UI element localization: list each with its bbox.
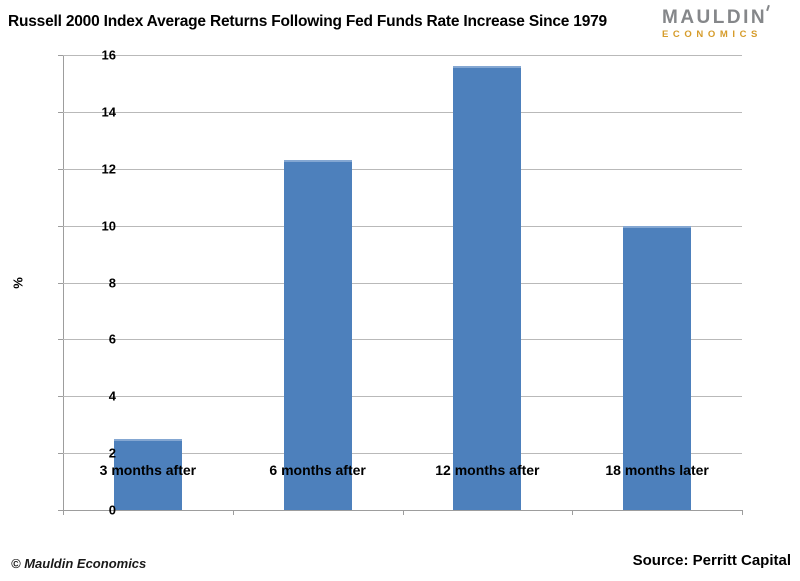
y-axis-tick-label: 12 — [101, 161, 116, 177]
y-axis-tick — [58, 339, 63, 341]
y-axis-tick-label: 14 — [101, 104, 116, 120]
y-axis-tick-label: 0 — [108, 502, 116, 518]
y-axis-tick — [58, 225, 63, 227]
y-axis-tick-label: 8 — [108, 275, 116, 290]
x-axis-category-label: 18 months later — [605, 462, 709, 478]
x-axis-category-label: 6 months after — [269, 462, 366, 478]
bar-chart-plot-area — [58, 55, 743, 515]
y-axis-tick — [58, 510, 63, 511]
bar-6-months-after — [283, 160, 352, 510]
x-axis-category-label: 3 months after — [99, 462, 197, 478]
y-axis-tick-label: 6 — [108, 331, 116, 347]
chart-title: Russell 2000 Index Average Returns Follo… — [8, 13, 607, 30]
x-axis-tick — [232, 510, 234, 515]
bar-18-months-later — [623, 225, 692, 510]
x-axis-tick — [402, 510, 404, 515]
y-axis-tick-label: 16 — [101, 47, 116, 63]
logo-wordmark: MAULDIN — [662, 7, 768, 28]
gridline — [63, 111, 742, 113]
gridline — [63, 453, 742, 455]
y-axis-tick-label: 10 — [101, 218, 116, 234]
y-axis-tick-label: 4 — [108, 388, 116, 404]
copyright-text: © Mauldin Economics — [11, 556, 147, 571]
logo-subtitle: ECONOMICS — [662, 29, 762, 40]
y-axis-tick — [58, 396, 63, 398]
source-attribution: Source: Perritt Capital — [632, 552, 791, 569]
y-axis-tick — [58, 168, 63, 170]
gridline — [63, 396, 742, 398]
bar-3-months-after — [113, 438, 182, 510]
y-axis-title: % — [10, 277, 26, 289]
x-axis-tick — [742, 510, 743, 515]
y-axis-tick — [58, 111, 63, 113]
y-axis-tick — [58, 55, 63, 56]
y-axis-tick — [58, 453, 63, 455]
y-axis-tick-label: 2 — [108, 445, 116, 461]
gridline — [63, 339, 742, 341]
x-axis-category-label: 12 months after — [435, 462, 540, 478]
gridline — [63, 168, 742, 170]
gridline — [63, 225, 742, 227]
bar-12-months-after — [453, 66, 522, 510]
gridline — [63, 55, 742, 56]
x-axis-tick — [572, 510, 574, 515]
y-axis-tick — [58, 282, 63, 284]
mauldin-economics-logo: MAULDIN ECONOMICS — [662, 8, 794, 40]
gridline — [63, 282, 742, 284]
x-axis-tick — [63, 510, 64, 515]
